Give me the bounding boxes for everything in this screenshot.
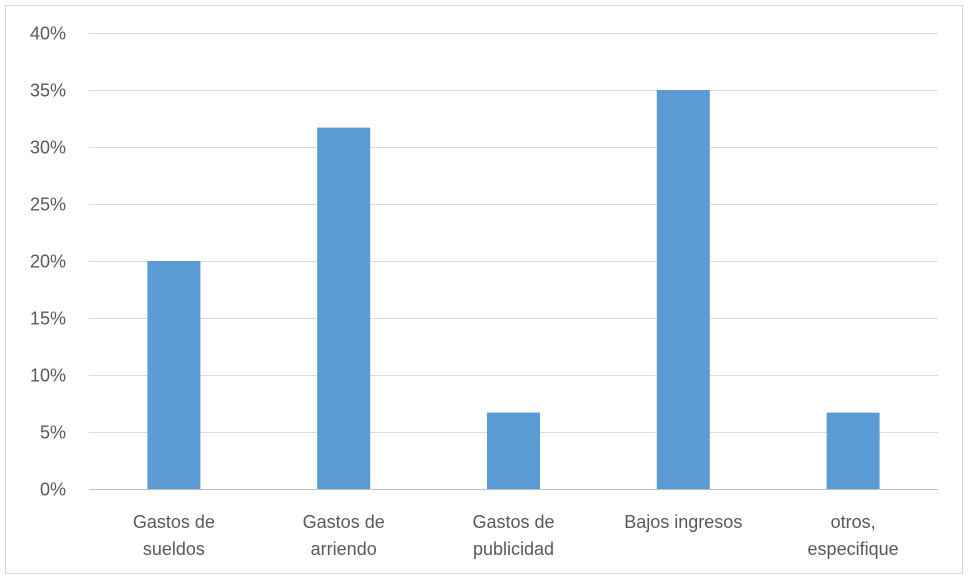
x-category-label-line: Gastos de: [133, 512, 215, 532]
x-category-label-line: especifique: [808, 539, 899, 559]
y-tick-label: 40%: [30, 24, 66, 44]
x-category-label-line: arriendo: [311, 539, 377, 559]
x-category-label: otros, especifique: [808, 512, 899, 559]
x-category-label: Gastos de arriendo: [303, 512, 385, 559]
x-category-label: Gastos de publicidad: [472, 512, 554, 559]
bars: [147, 90, 880, 489]
bar: [317, 127, 371, 489]
x-category-label-line: publicidad: [473, 539, 554, 559]
y-tick-label: 5%: [40, 423, 66, 443]
y-tick-label: 15%: [30, 309, 66, 329]
y-tick-label: 0%: [40, 480, 66, 500]
x-category-label-line: Gastos de: [472, 512, 554, 532]
x-category-label-line: Gastos de: [303, 512, 385, 532]
bar: [656, 90, 710, 489]
y-axis-tick-labels: 0% 5% 10% 15% 20% 25% 30% 35% 40%: [30, 24, 66, 500]
bar: [826, 412, 880, 489]
y-tick-label: 25%: [30, 195, 66, 215]
y-tick-label: 20%: [30, 252, 66, 272]
x-category-label: Gastos de sueldos: [133, 512, 215, 559]
x-category-label-line: sueldos: [143, 539, 205, 559]
bar: [487, 412, 540, 489]
y-tick-label: 30%: [30, 138, 66, 158]
y-tick-label: 10%: [30, 366, 66, 386]
x-category-label-line: Bajos ingresos: [624, 512, 742, 532]
x-category-label: Bajos ingresos: [624, 512, 742, 532]
y-tick-label: 35%: [30, 81, 66, 101]
bar: [147, 261, 201, 489]
gridlines: [89, 33, 938, 490]
x-category-label-line: otros,: [831, 512, 876, 532]
